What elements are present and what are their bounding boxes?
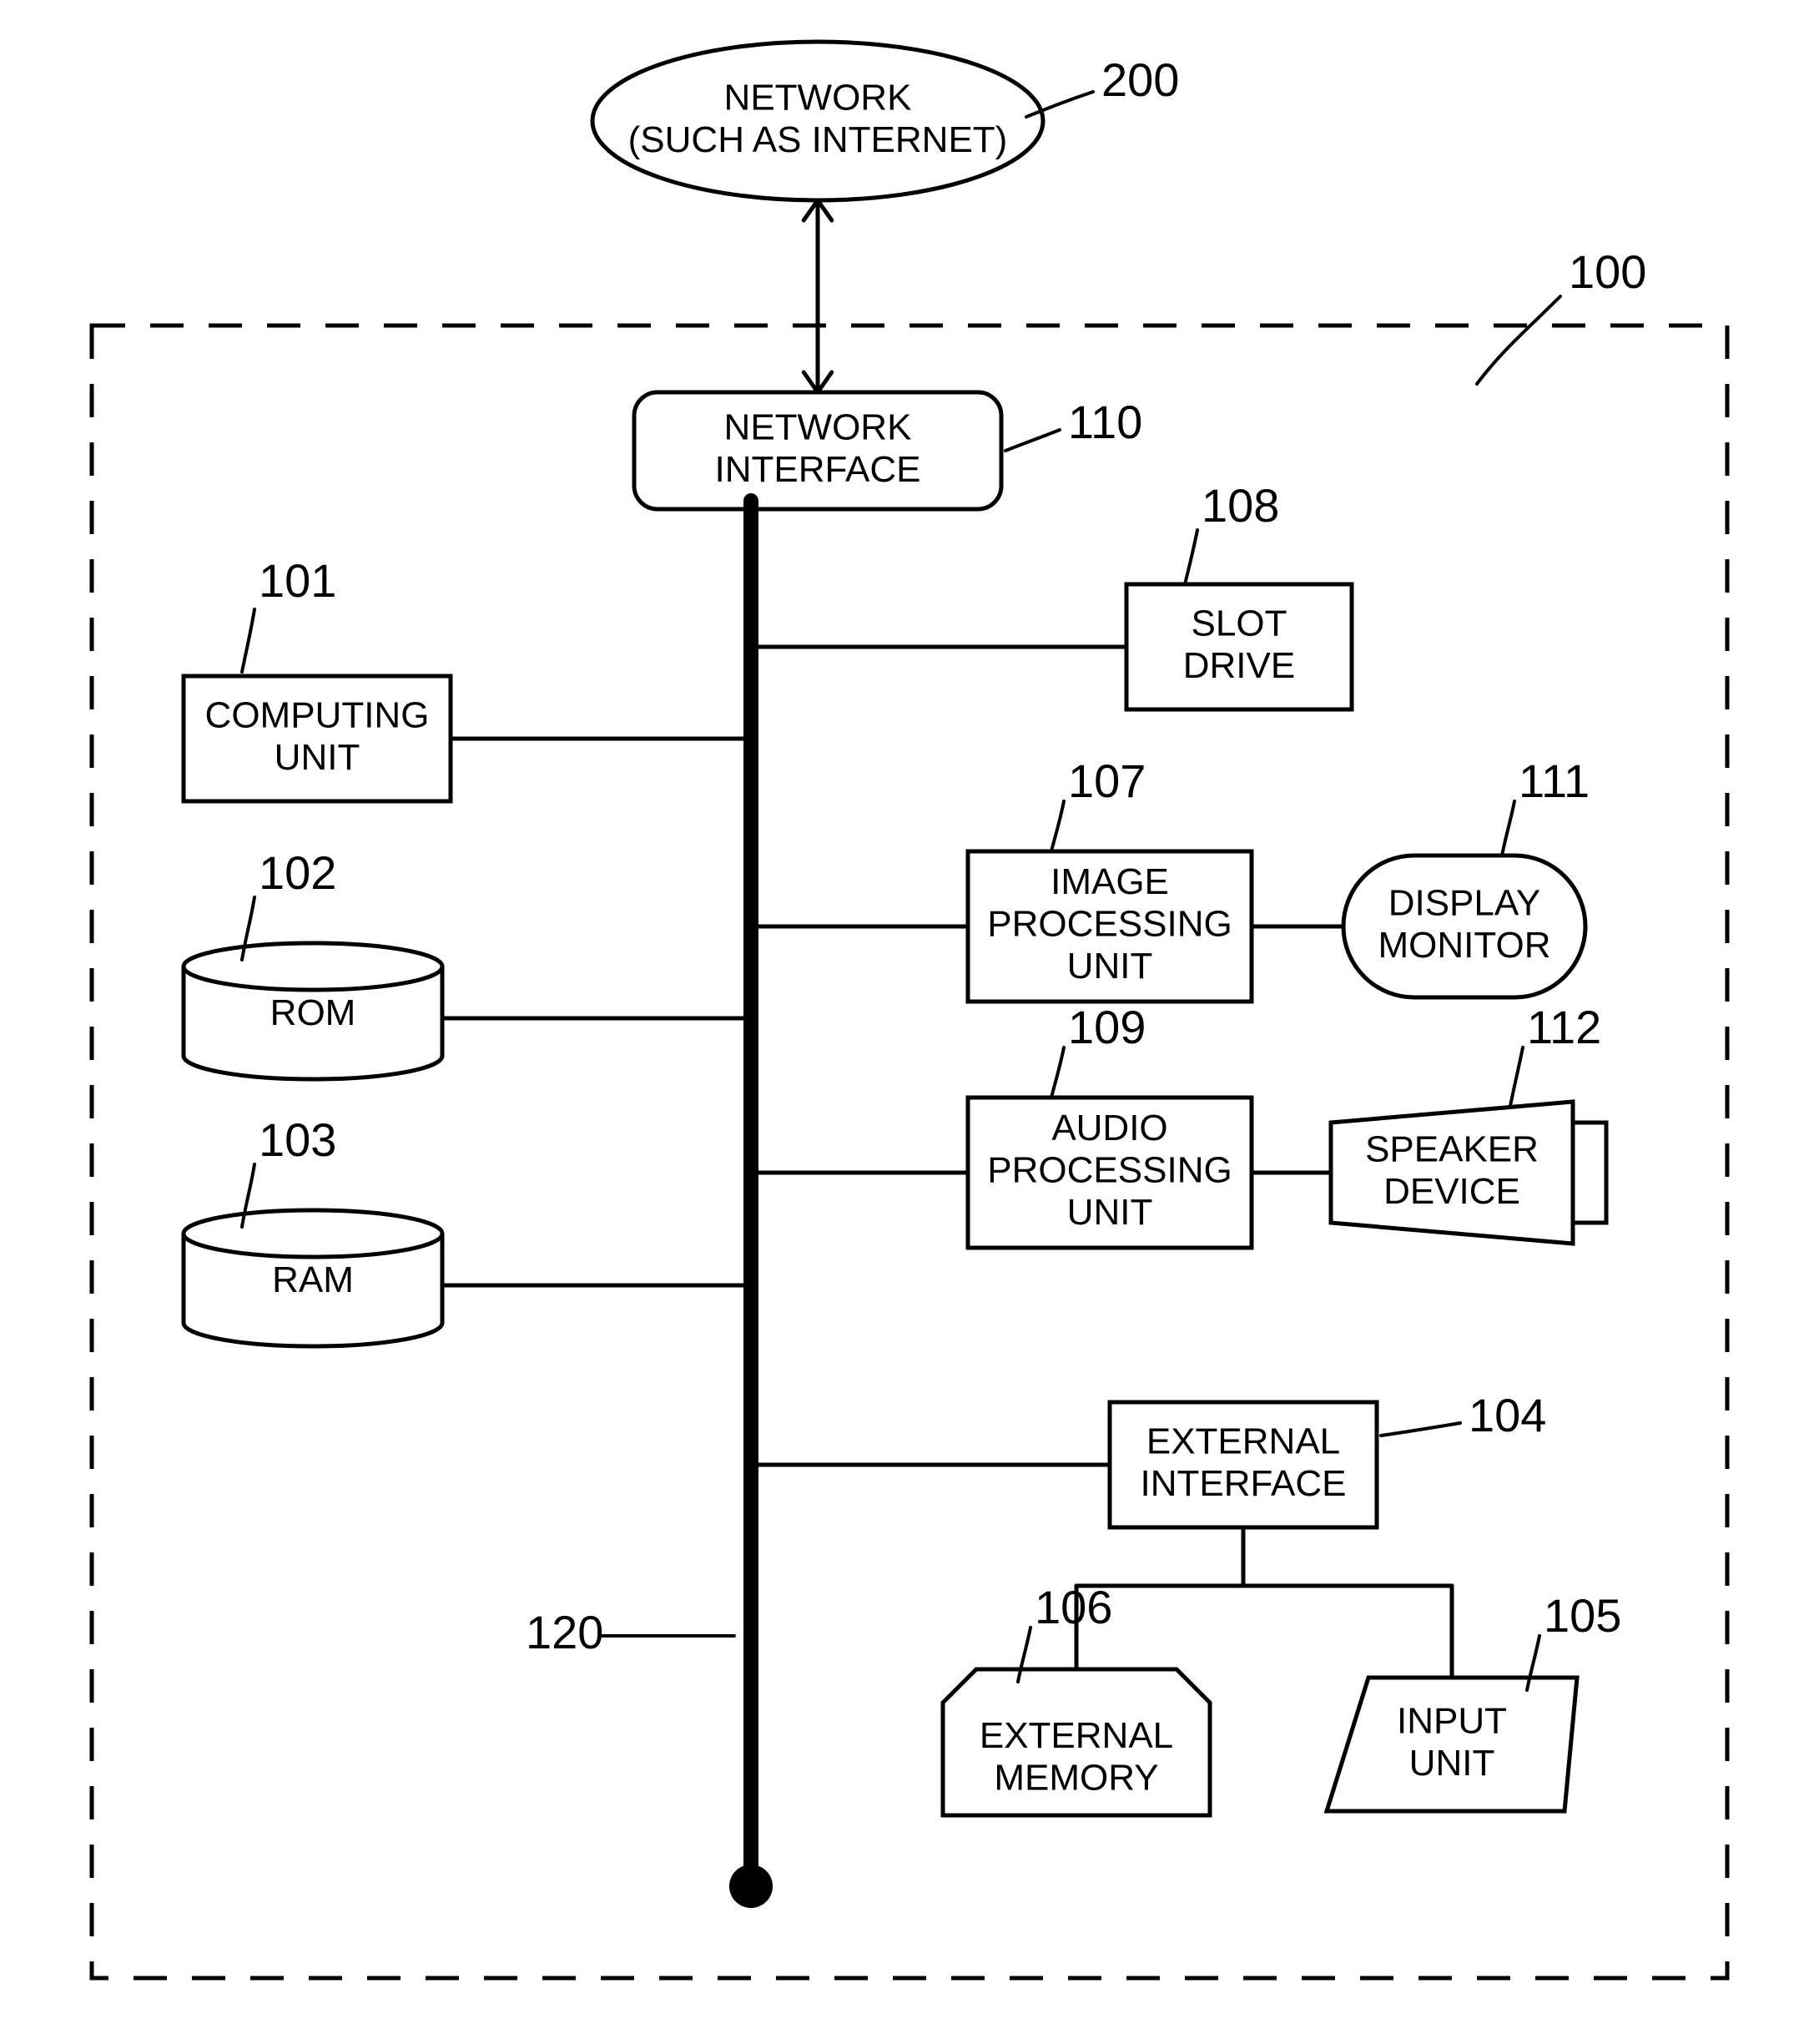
audio_processing-label: PROCESSING [987, 1150, 1232, 1191]
display_monitor-label: DISPLAY [1388, 882, 1541, 923]
network_interface-label: NETWORK [724, 406, 912, 447]
computing_unit-label: COMPUTING [205, 694, 430, 735]
speaker_device-ref: 112 [1527, 1001, 1601, 1053]
external_interface-label: EXTERNAL [1146, 1421, 1340, 1461]
external_memory-label: EXTERNAL [980, 1715, 1173, 1756]
system-boundary-ref: 100 [1569, 245, 1646, 298]
rom-label: ROM [270, 992, 356, 1033]
network-cloud-ref: 200 [1101, 53, 1179, 106]
bus-terminal [729, 1865, 773, 1908]
display_monitor-label: MONITOR [1378, 925, 1551, 966]
input_unit-ref: 105 [1544, 1589, 1621, 1642]
computing_unit-label: UNIT [275, 737, 360, 778]
audio_processing-ref: 109 [1068, 1001, 1146, 1053]
rom-ref: 102 [259, 846, 336, 899]
bus-ref: 120 [526, 1606, 603, 1658]
external_interface-label: INTERFACE [1141, 1463, 1347, 1504]
slot_drive-ref: 108 [1202, 479, 1279, 532]
input_unit-label: INPUT [1397, 1700, 1507, 1741]
audio_processing-label: UNIT [1067, 1192, 1153, 1233]
image_processing-label: PROCESSING [987, 904, 1232, 945]
slot_drive-label: SLOT [1192, 603, 1287, 643]
speaker_device-label: DEVICE [1383, 1171, 1520, 1212]
network-cloud-label: NETWORK [724, 77, 912, 118]
image_processing-label: IMAGE [1051, 861, 1169, 902]
external_memory-label: MEMORY [994, 1757, 1158, 1798]
network-cloud-label: (SUCH AS INTERNET) [628, 119, 1008, 160]
audio_processing-label: AUDIO [1051, 1108, 1167, 1148]
network_interface-ref: 110 [1068, 396, 1142, 448]
slot_drive-label: DRIVE [1183, 645, 1295, 686]
external_interface-ref: 104 [1469, 1389, 1546, 1441]
speaker_device-label: SPEAKER [1365, 1128, 1539, 1169]
image_processing-ref: 107 [1068, 755, 1146, 807]
ram-label: RAM [272, 1259, 354, 1300]
external_memory-ref: 106 [1035, 1581, 1112, 1633]
image_processing-label: UNIT [1067, 946, 1153, 987]
network_interface-label: INTERFACE [715, 449, 921, 490]
ram-ref: 103 [259, 1113, 336, 1166]
display_monitor-ref: 111 [1519, 755, 1590, 807]
input_unit-label: UNIT [1409, 1743, 1495, 1784]
computing_unit-ref: 101 [259, 554, 336, 607]
